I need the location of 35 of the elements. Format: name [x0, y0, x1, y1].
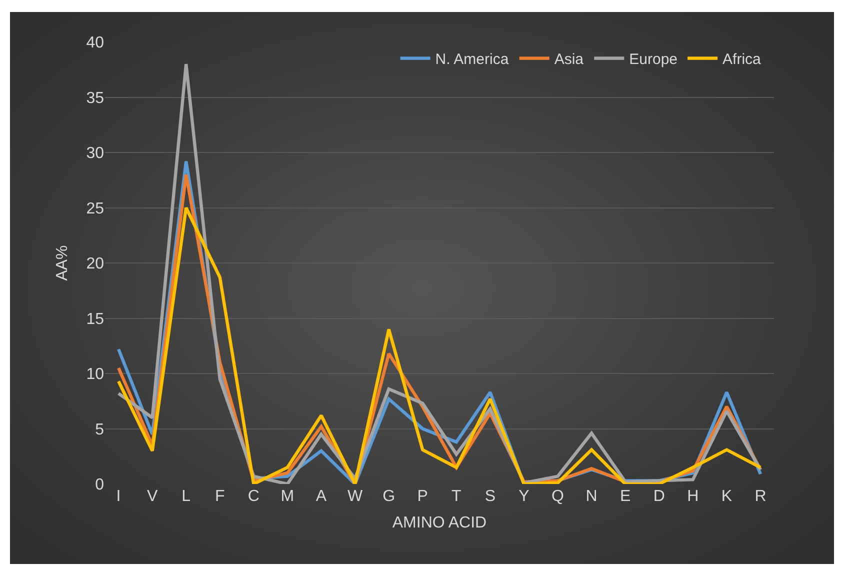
x-tick-label: D: [653, 488, 665, 505]
x-tick-label: R: [754, 488, 766, 505]
x-tick-label: S: [484, 488, 496, 505]
x-axis-title: AMINO ACID: [392, 514, 487, 532]
y-tick-label: 25: [86, 200, 104, 218]
x-tick-label: C: [248, 488, 260, 505]
x-tick-label: K: [721, 488, 732, 505]
y-tick-label: 5: [95, 421, 104, 438]
x-tick-label: V: [146, 488, 158, 505]
x-tick-label: E: [620, 488, 631, 505]
x-tick-label: Y: [518, 488, 530, 505]
x-tick-label: G: [382, 488, 396, 505]
x-tick-label: H: [687, 488, 699, 505]
legend-label: Asia: [554, 51, 584, 68]
y-tick-label: 10: [86, 366, 104, 384]
y-tick-label: 30: [86, 145, 104, 162]
x-tick-label: T: [452, 488, 462, 505]
y-tick-label: 40: [86, 34, 104, 52]
y-tick-label: 15: [86, 310, 104, 328]
x-tick-label: Q: [552, 488, 564, 505]
y-tick-label: 0: [95, 476, 104, 494]
legend-label: Africa: [722, 51, 762, 68]
y-tick-label: 20: [86, 256, 104, 273]
x-tick-label: I: [116, 488, 121, 505]
x-tick-label: W: [347, 488, 364, 505]
y-tick-label: 35: [86, 90, 104, 107]
y-axis-title: AA%: [54, 245, 72, 281]
x-tick-label: A: [316, 488, 327, 505]
x-tick-label: M: [280, 488, 294, 505]
x-tick-label: P: [417, 488, 428, 505]
x-tick-label: L: [182, 488, 191, 505]
legend-label: Europe: [629, 51, 678, 68]
x-tick-label: F: [214, 488, 225, 505]
legend-label: N. America: [435, 51, 510, 68]
x-tick-label: N: [586, 488, 598, 505]
